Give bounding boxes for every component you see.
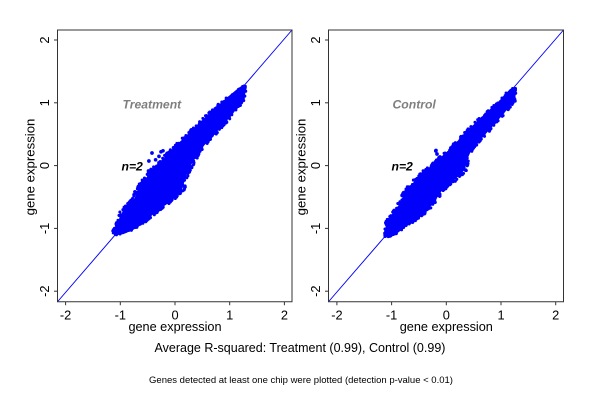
svg-text:0: 0 [443,308,450,323]
svg-text:-2: -2 [37,286,52,297]
svg-text:Genes detected at least one ch: Genes detected at least one chip were pl… [149,375,453,386]
svg-text:-2: -2 [331,308,342,323]
svg-text:-2: -2 [60,308,71,323]
svg-text:-1: -1 [37,223,52,234]
svg-text:0: 0 [308,162,323,169]
svg-text:2: 2 [552,308,559,323]
svg-text:gene expression: gene expression [23,119,38,216]
svg-text:2: 2 [281,308,288,323]
svg-text:2: 2 [37,36,52,43]
svg-text:gene expression: gene expression [294,119,309,216]
svg-text:1: 1 [226,308,233,323]
svg-text:gene expression: gene expression [400,320,493,334]
svg-text:n=2: n=2 [122,160,144,174]
svg-text:Average R-squared: Treatment (: Average R-squared: Treatment (0.99), Con… [155,341,446,355]
svg-text:n=2: n=2 [392,160,414,174]
svg-text:-1: -1 [115,308,126,323]
svg-text:1: 1 [308,99,323,106]
svg-text:-1: -1 [308,223,323,234]
svg-text:Treatment: Treatment [123,97,183,111]
svg-text:-2: -2 [308,286,323,297]
svg-text:0: 0 [171,308,178,323]
svg-text:2: 2 [308,36,323,43]
svg-text:1: 1 [497,308,504,323]
svg-text:0: 0 [37,162,52,169]
svg-text:-1: -1 [386,308,397,323]
svg-text:gene expression: gene expression [128,320,221,334]
svg-text:1: 1 [37,99,52,106]
svg-text:Control: Control [393,97,437,111]
